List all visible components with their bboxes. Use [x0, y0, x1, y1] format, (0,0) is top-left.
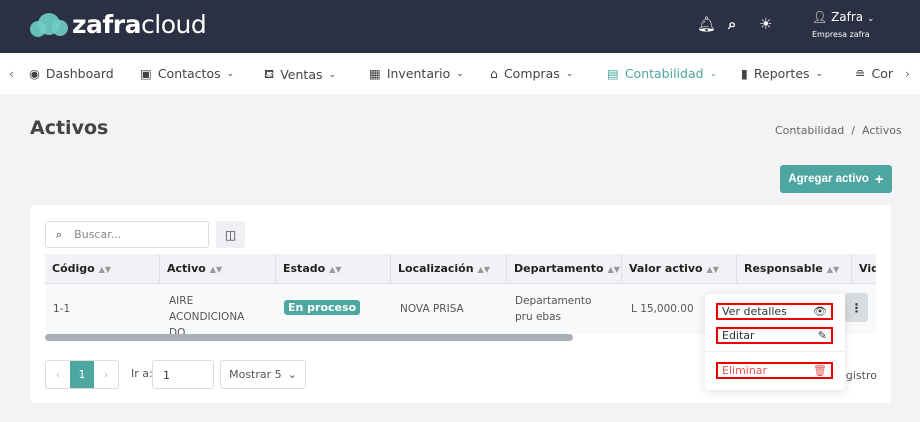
status-badge: En proceso: [284, 300, 361, 315]
column-header-departamento[interactable]: Departamento ▲▼: [507, 254, 622, 284]
column-header-vida[interactable]: Vid: [852, 254, 876, 284]
sort-icon: ▲▼: [607, 265, 620, 274]
column-header-activo[interactable]: Activo ▲▼: [160, 254, 276, 284]
chevron-down-icon: ⌄: [287, 368, 297, 381]
nav-label: Contactos: [157, 66, 221, 81]
menu-item-view-details[interactable]: Ver detalles 👁︎: [716, 303, 833, 320]
search-icon[interactable]: ⌕: [728, 15, 737, 33]
user-name: Zafra: [831, 10, 864, 24]
page-title: Activos: [30, 117, 109, 139]
config-icon: ≘: [855, 66, 866, 81]
sun-icon[interactable]: ☀: [759, 15, 773, 33]
nav-item-contactos[interactable]: ▣ Contactos ⌄: [140, 66, 234, 81]
sort-icon: ▲▼: [477, 265, 490, 274]
nav-item-config[interactable]: ≘ Cor: [855, 66, 893, 81]
nav-label: Inventario: [386, 66, 451, 81]
chevron-down-icon: ⌄: [226, 68, 235, 79]
logo[interactable]: zafra cloud: [30, 10, 207, 39]
kebab-icon: ⋮: [850, 300, 863, 315]
prev-page-button[interactable]: ‹: [55, 368, 61, 381]
records-count: egistro: [840, 369, 877, 382]
trash-icon: 🗑︎: [813, 364, 827, 377]
nav-item-contabilidad[interactable]: ▤ Contabilidad ⌄: [607, 66, 717, 81]
bell-icon[interactable]: 🔔︎: [697, 15, 717, 33]
columns-icon: ◫: [224, 227, 237, 242]
cell-activo: AIRE ACONDICIONA DO: [169, 295, 245, 334]
nav-next-button[interactable]: ›: [905, 66, 910, 81]
goto-label: Ir a:: [131, 367, 153, 380]
sort-icon: ▲▼: [329, 265, 342, 274]
menu-item-delete[interactable]: Eliminar 🗑︎: [716, 362, 833, 379]
chevron-down-icon: ⌄: [565, 68, 574, 79]
inventory-icon: ▦: [369, 66, 381, 81]
nav-item-ventas[interactable]: ⛾ Ventas ⌄: [264, 66, 336, 83]
goto-page-input[interactable]: 1: [152, 360, 214, 389]
breadcrumb[interactable]: Contabilidad / Activos: [775, 124, 902, 137]
column-header-localizacion[interactable]: Localización ▲▼: [391, 254, 507, 284]
nav-item-compras[interactable]: ⌂ Compras ⌄: [490, 66, 573, 81]
columns-toggle-button[interactable]: ◫: [216, 221, 245, 248]
nav-item-dashboard[interactable]: ◉ Dashboard: [29, 66, 114, 81]
user-icon: 👤︎: [812, 10, 832, 24]
logo-text-light: cloud: [141, 10, 207, 39]
sort-icon: ▲▼: [209, 265, 223, 274]
sort-icon: ▲▼: [826, 265, 840, 274]
pencil-icon: ✎: [817, 329, 827, 342]
chevron-down-icon: ⌄: [456, 68, 464, 79]
row-actions-button[interactable]: ⋮: [845, 293, 868, 322]
page-1-button[interactable]: 1: [70, 361, 94, 388]
nav-item-inventario[interactable]: ▦ Inventario ⌄: [369, 66, 464, 81]
page-size-select[interactable]: Mostrar 5 ⌄: [220, 360, 306, 389]
column-header-responsable[interactable]: Responsable ▲▼: [737, 254, 852, 284]
nav-label: Ventas: [280, 67, 323, 82]
nav-label: Contabilidad: [624, 66, 704, 81]
sales-icon: ⛾: [264, 66, 275, 81]
logo-text-bold: zafra: [72, 10, 142, 39]
nav-label: Cor: [871, 66, 893, 81]
nav-label: Dashboard: [45, 66, 114, 81]
page-size-value: Mostrar 5: [229, 368, 282, 381]
chevron-down-icon: ⌄: [815, 68, 824, 79]
search-icon: ⌕: [56, 227, 63, 241]
cell-departamento: Departamento pru ebas: [515, 295, 592, 323]
contacts-icon: ▣: [140, 66, 152, 81]
column-header-codigo[interactable]: Código ▲▼: [45, 254, 160, 284]
user-menu[interactable]: 👤︎ Zafra ⌄ Empresa zafra: [812, 10, 875, 39]
nav-prev-button[interactable]: ‹: [9, 66, 14, 81]
chart-icon: ▮: [741, 66, 748, 81]
column-header-estado[interactable]: Estado ▲▼: [276, 254, 391, 284]
calculator-icon: ▤: [607, 66, 619, 81]
cloud-logo-icon: [30, 12, 68, 37]
chevron-down-icon: ⌄: [709, 68, 718, 79]
pagination: ‹ 1 ›: [45, 360, 119, 389]
row-actions-menu: Ver detalles 👁︎ Editar ✎ Eliminar 🗑︎: [705, 294, 845, 390]
cell-localizacion: NOVA PRISA: [400, 303, 464, 315]
top-header: [0, 0, 920, 53]
horizontal-scrollbar[interactable]: [45, 334, 573, 341]
next-page-button[interactable]: ›: [103, 368, 109, 381]
nav-item-reportes[interactable]: ▮ Reportes ⌄: [741, 66, 823, 81]
store-icon: ⌂: [490, 66, 498, 81]
menu-divider: [705, 351, 845, 352]
dashboard-icon: ◉: [29, 66, 40, 81]
nav-label: Reportes: [753, 66, 810, 81]
company-name: Empresa zafra: [812, 30, 870, 39]
add-asset-label: Agregar activo: [788, 173, 869, 185]
add-asset-button[interactable]: Agregar activo +: [780, 165, 892, 193]
chevron-down-icon: ⌄: [328, 69, 337, 80]
nav-label: Compras: [503, 66, 560, 81]
search-placeholder: Buscar...: [74, 228, 122, 241]
menu-item-edit[interactable]: Editar ✎: [716, 327, 833, 344]
search-input[interactable]: ⌕ Buscar...: [45, 221, 209, 248]
cell-codigo: 1-1: [53, 303, 71, 315]
column-header-valor[interactable]: Valor activo ▲▼: [622, 254, 737, 284]
plus-icon: +: [874, 170, 884, 188]
eye-icon: 👁︎: [813, 305, 827, 318]
main-nav: ‹ ◉ Dashboard ▣ Contactos ⌄ ⛾ Ventas ⌄ ▦ Inven…: [0, 53, 920, 94]
sort-icon: ▲▼: [706, 265, 719, 274]
cell-valor: L 15,000.00: [631, 303, 694, 315]
sort-icon: ▲▼: [98, 265, 112, 274]
